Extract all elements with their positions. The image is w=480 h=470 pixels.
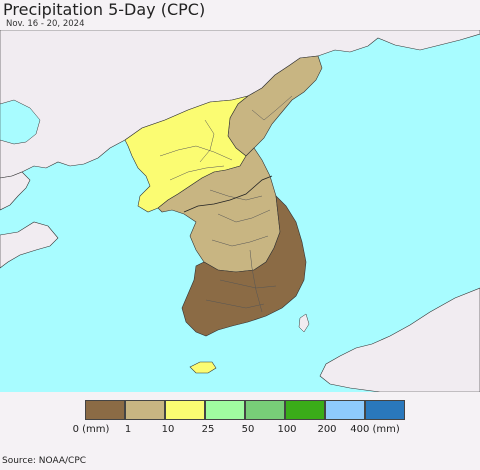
tsushima-island — [298, 313, 310, 333]
legend-tick: 200 — [317, 424, 337, 435]
legend-swatch — [365, 400, 405, 420]
national-border — [183, 175, 273, 213]
north-korea-west-yellow — [124, 95, 249, 213]
legend-swatch — [165, 400, 205, 420]
legend-tick: 100 — [277, 424, 297, 435]
legend-tick: 10 — [161, 424, 175, 435]
south-korea-brown — [181, 195, 307, 337]
data-source: Source: NOAA/CPC — [2, 456, 87, 466]
liaodong-peninsula — [0, 171, 31, 211]
legend-swatch — [285, 400, 325, 420]
legend-tick: 400 (mm) — [350, 424, 400, 435]
legend-tick: 0 (mm) — [72, 424, 110, 435]
legend-tick: 1 — [124, 424, 132, 435]
map-title: Precipitation 5-Day (CPC) — [3, 0, 206, 19]
legend-tick: 50 — [241, 424, 255, 435]
shandong-coast — [0, 221, 59, 269]
bohai-bay — [0, 99, 41, 145]
legend-swatch — [205, 400, 245, 420]
legend-swatch — [325, 400, 365, 420]
date-range: Nov. 16 - 20, 2024 — [6, 19, 85, 29]
precipitation-map — [0, 30, 480, 392]
legend-tick: 25 — [201, 424, 215, 435]
admin-borders — [159, 95, 293, 313]
legend-swatch — [85, 400, 125, 420]
jeju-island — [189, 361, 217, 374]
legend-swatch — [245, 400, 285, 420]
japan-west — [319, 287, 480, 392]
legend-swatch — [125, 400, 165, 420]
